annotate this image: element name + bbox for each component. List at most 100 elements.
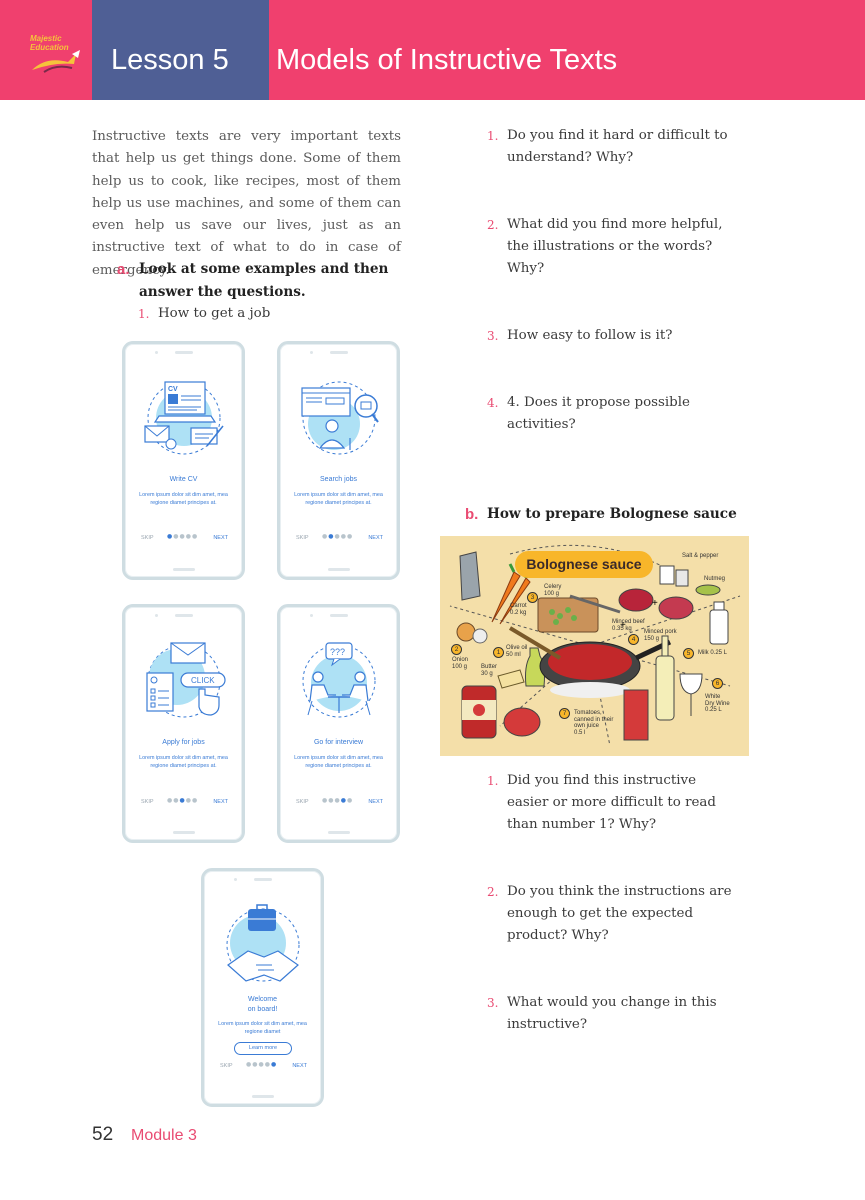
step-badge-2: 2 — [451, 644, 462, 655]
item-text: How to get a job — [158, 306, 271, 321]
skip-link[interactable]: SKIP — [141, 799, 154, 805]
question-number: 2. — [487, 218, 499, 232]
question-b-3: 3. What would you change in this instruc… — [487, 992, 737, 1036]
phone-home-bar — [251, 1095, 274, 1098]
page-dots: ●●●●● — [167, 797, 199, 804]
next-link[interactable]: NEXT — [368, 535, 383, 541]
module-word: Module — [131, 1127, 184, 1144]
section-b-heading: b. How to prepare Bolognese sauce — [465, 503, 747, 526]
phone-title-line2: on board! — [247, 1006, 278, 1013]
phone-text: Lorem ipsum dolor sit dim amet, mea regi… — [294, 755, 383, 769]
page-number: 52 — [92, 1124, 114, 1145]
step-badge-7: 7 — [559, 708, 570, 719]
question-text: How easy to follow is it? — [507, 328, 673, 343]
next-link[interactable]: NEXT — [368, 799, 383, 805]
learn-more-button[interactable]: Learn more — [234, 1042, 292, 1055]
interview-icon: ??? — [302, 642, 376, 718]
skip-link[interactable]: SKIP — [296, 799, 309, 805]
apply-click-icon: CLICK — [146, 642, 226, 718]
lesson-header: Majestic Education Lesson 5 Models of In… — [0, 0, 865, 100]
question-number: 1. — [487, 129, 499, 143]
question-text: Do you think the instructions are enough… — [507, 884, 732, 943]
phone-speaker — [174, 614, 193, 617]
phone-speaker — [329, 351, 348, 354]
question-number: 4. — [487, 396, 499, 410]
recipe-drawing-icon: + + — [449, 544, 741, 747]
phone-text: Lorem ipsum dolor sit dim amet, mea regi… — [294, 492, 383, 506]
lesson-number: Lesson 5 — [111, 44, 229, 76]
phone-apply-for-jobs: CLICK Apply for jobs Lorem ipsum dolor s… — [122, 604, 245, 843]
svg-text:+: + — [652, 598, 658, 609]
section-a-text: Look at some examples and then answer th… — [139, 261, 389, 300]
recipe-title: Bolognese sauce — [515, 551, 653, 578]
phone-title: Welcome on board! — [204, 995, 321, 1015]
question-number: 3. — [487, 996, 499, 1010]
phone-home-bar — [172, 568, 195, 571]
section-a-heading: a. Look at some examples and then answer… — [117, 258, 401, 304]
module-label: Module 3 — [131, 1127, 197, 1145]
next-link[interactable]: NEXT — [213, 799, 228, 805]
label-milk: Milk 0.25 L — [698, 650, 728, 656]
phone-camera — [155, 614, 158, 617]
step-badge-5: 5 — [683, 648, 694, 659]
label-salt-pepper: Salt & pepper — [682, 553, 719, 559]
question-b-1: 1. Did you find this instructive easier … — [487, 770, 737, 836]
question-text: What would you change in this instructiv… — [507, 995, 717, 1032]
page-dots: ●●●●● — [167, 533, 199, 540]
phone-camera — [155, 351, 158, 354]
lesson-label-box: Lesson 5 — [92, 0, 269, 100]
question-text: Do you find it hard or difficult to unde… — [507, 128, 728, 165]
phone-speaker — [329, 614, 348, 617]
skip-link[interactable]: SKIP — [141, 535, 154, 541]
label-onion: Onion 100 g — [452, 657, 469, 670]
majestic-education-logo: Majestic Education — [24, 34, 84, 79]
svg-text:+: + — [620, 620, 626, 631]
phone-title-line1: Welcome — [247, 996, 278, 1003]
phone-welcome-on-board: Welcome on board! Lorem ipsum dolor sit … — [201, 868, 324, 1107]
label-minced-pork: Minced pork 150 g — [644, 629, 677, 642]
phone-text: Lorem ipsum dolor sit dim amet, mea regi… — [218, 1021, 307, 1035]
question-bubble: ??? — [330, 647, 345, 657]
phone-camera — [310, 351, 313, 354]
intro-paragraph: Instructive texts are very important tex… — [92, 129, 401, 278]
label-minced-beef: Minced beef 0.35 kg — [612, 619, 645, 632]
question-text: 4. Does it propose possible activities? — [507, 395, 690, 432]
phone-title: Search jobs — [320, 476, 357, 483]
handshake-icon — [226, 904, 300, 982]
skip-link[interactable]: SKIP — [296, 535, 309, 541]
label-celery: Celery 100 g — [544, 584, 562, 597]
label-nutmeg: Nutmeg — [704, 576, 726, 582]
phone-home-bar — [327, 831, 350, 834]
module-number: 3 — [187, 1127, 197, 1144]
page-dots: ●●●●● — [246, 1061, 278, 1068]
label-tomatoes: Tomatoes, canned in their own juice 0.5 … — [574, 710, 614, 736]
question-number: 1. — [487, 774, 499, 788]
question-number: 3. — [487, 329, 499, 343]
question-a-3: 3. How easy to follow is it? — [487, 325, 747, 347]
question-number: 2. — [487, 885, 499, 899]
next-link[interactable]: NEXT — [292, 1063, 307, 1069]
phone-camera — [310, 614, 313, 617]
phone-camera — [234, 878, 237, 881]
skip-link[interactable]: SKIP — [220, 1063, 233, 1069]
cv-laptop-icon: CV — [144, 381, 224, 455]
label-white-wine: White Dry Wine 0.25 L — [705, 694, 730, 713]
label-carrot: Carrot 0.2 kg — [510, 603, 527, 616]
logo-swoosh-icon — [32, 50, 80, 73]
phone-text: Lorem ipsum dolor sit dim amet, mea regi… — [139, 755, 228, 769]
section-b-letter: b. — [465, 506, 479, 523]
section-a-letter: a. — [117, 261, 130, 278]
step-badge-1: 1 — [493, 647, 504, 658]
step-badge-6: 6 — [712, 678, 723, 689]
page-dots: ●●●●● — [322, 797, 354, 804]
question-a-2: 2. What did you find more helpful, the i… — [487, 214, 747, 280]
label-olive-oil: Olive oil 50 ml — [506, 645, 528, 658]
page-dots: ●●●●● — [322, 533, 354, 540]
job-search-icon — [301, 381, 379, 455]
logo-text: Majestic Education — [30, 34, 69, 52]
phone-home-bar — [172, 831, 195, 834]
phone-search-jobs: Search jobs Lorem ipsum dolor sit dim am… — [277, 341, 400, 580]
phone-title: Go for interview — [313, 739, 364, 746]
bolognese-recipe-illustration: + + Bolognese sauce Salt & pepper — [440, 536, 749, 756]
next-link[interactable]: NEXT — [213, 535, 228, 541]
